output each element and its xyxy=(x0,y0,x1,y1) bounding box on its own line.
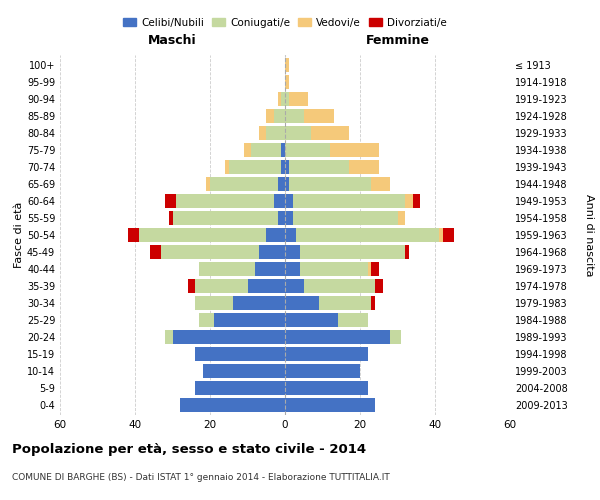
Bar xyxy=(248,279,285,292)
Bar xyxy=(285,364,360,378)
Bar xyxy=(165,330,173,344)
Bar xyxy=(285,245,300,259)
Bar xyxy=(349,160,379,174)
Bar xyxy=(443,228,454,242)
Bar xyxy=(176,194,274,208)
Y-axis label: Anni di nascita: Anni di nascita xyxy=(584,194,594,276)
Bar xyxy=(266,228,285,242)
Bar xyxy=(128,228,139,242)
Bar xyxy=(285,144,330,157)
Bar xyxy=(296,228,439,242)
Bar xyxy=(285,126,311,140)
Bar xyxy=(319,296,371,310)
Bar xyxy=(214,313,285,326)
Bar xyxy=(187,279,195,292)
Bar xyxy=(371,296,375,310)
Bar xyxy=(274,110,285,123)
Bar xyxy=(285,398,375,411)
Bar xyxy=(304,110,334,123)
Bar xyxy=(285,194,293,208)
Bar xyxy=(210,178,277,191)
Bar xyxy=(375,279,383,292)
Bar xyxy=(173,330,285,344)
Bar xyxy=(300,262,367,276)
Bar xyxy=(199,262,255,276)
Bar xyxy=(285,296,319,310)
Bar xyxy=(293,194,405,208)
Bar xyxy=(225,160,229,174)
Bar xyxy=(195,296,233,310)
Bar xyxy=(195,347,285,360)
Bar xyxy=(285,347,367,360)
Bar xyxy=(259,245,285,259)
Bar xyxy=(285,160,289,174)
Bar xyxy=(139,228,266,242)
Bar xyxy=(169,211,173,225)
Bar xyxy=(244,144,251,157)
Bar xyxy=(203,364,285,378)
Bar xyxy=(285,178,289,191)
Bar xyxy=(285,262,300,276)
Bar xyxy=(277,92,281,106)
Bar xyxy=(285,313,337,326)
Bar xyxy=(251,144,281,157)
Bar xyxy=(398,211,405,225)
Bar xyxy=(289,178,371,191)
Bar xyxy=(371,178,390,191)
Bar xyxy=(330,144,379,157)
Bar xyxy=(285,58,289,72)
Bar xyxy=(266,126,285,140)
Bar xyxy=(285,330,390,344)
Bar xyxy=(199,313,214,326)
Bar xyxy=(259,126,266,140)
Bar xyxy=(304,279,375,292)
Y-axis label: Fasce di età: Fasce di età xyxy=(14,202,24,268)
Bar xyxy=(405,194,413,208)
Bar xyxy=(311,126,349,140)
Bar xyxy=(367,262,371,276)
Bar xyxy=(337,313,367,326)
Bar xyxy=(285,228,296,242)
Bar xyxy=(293,211,398,225)
Bar xyxy=(281,160,285,174)
Bar xyxy=(281,92,285,106)
Bar xyxy=(371,262,379,276)
Bar xyxy=(195,381,285,394)
Bar xyxy=(195,279,248,292)
Bar xyxy=(285,76,289,89)
Bar xyxy=(229,160,281,174)
Bar xyxy=(233,296,285,310)
Bar xyxy=(277,211,285,225)
Bar xyxy=(289,92,308,106)
Bar xyxy=(165,194,176,208)
Bar xyxy=(281,144,285,157)
Bar xyxy=(285,381,367,394)
Bar xyxy=(285,92,289,106)
Text: Maschi: Maschi xyxy=(148,34,197,46)
Bar xyxy=(390,330,401,344)
Bar xyxy=(285,110,304,123)
Bar xyxy=(277,178,285,191)
Bar xyxy=(274,194,285,208)
Bar xyxy=(266,110,274,123)
Bar xyxy=(150,245,161,259)
Bar xyxy=(173,211,277,225)
Bar xyxy=(289,160,349,174)
Bar xyxy=(439,228,443,242)
Bar xyxy=(206,178,210,191)
Bar xyxy=(300,245,405,259)
Text: Popolazione per età, sesso e stato civile - 2014: Popolazione per età, sesso e stato civil… xyxy=(12,442,366,456)
Text: COMUNE DI BARGHE (BS) - Dati ISTAT 1° gennaio 2014 - Elaborazione TUTTITALIA.IT: COMUNE DI BARGHE (BS) - Dati ISTAT 1° ge… xyxy=(12,472,390,482)
Bar xyxy=(285,279,304,292)
Bar xyxy=(413,194,420,208)
Bar xyxy=(405,245,409,259)
Legend: Celibi/Nubili, Coniugati/e, Vedovi/e, Divorziati/e: Celibi/Nubili, Coniugati/e, Vedovi/e, Di… xyxy=(119,14,451,32)
Text: Femmine: Femmine xyxy=(365,34,430,46)
Bar xyxy=(285,211,293,225)
Bar xyxy=(161,245,259,259)
Bar xyxy=(255,262,285,276)
Bar xyxy=(180,398,285,411)
